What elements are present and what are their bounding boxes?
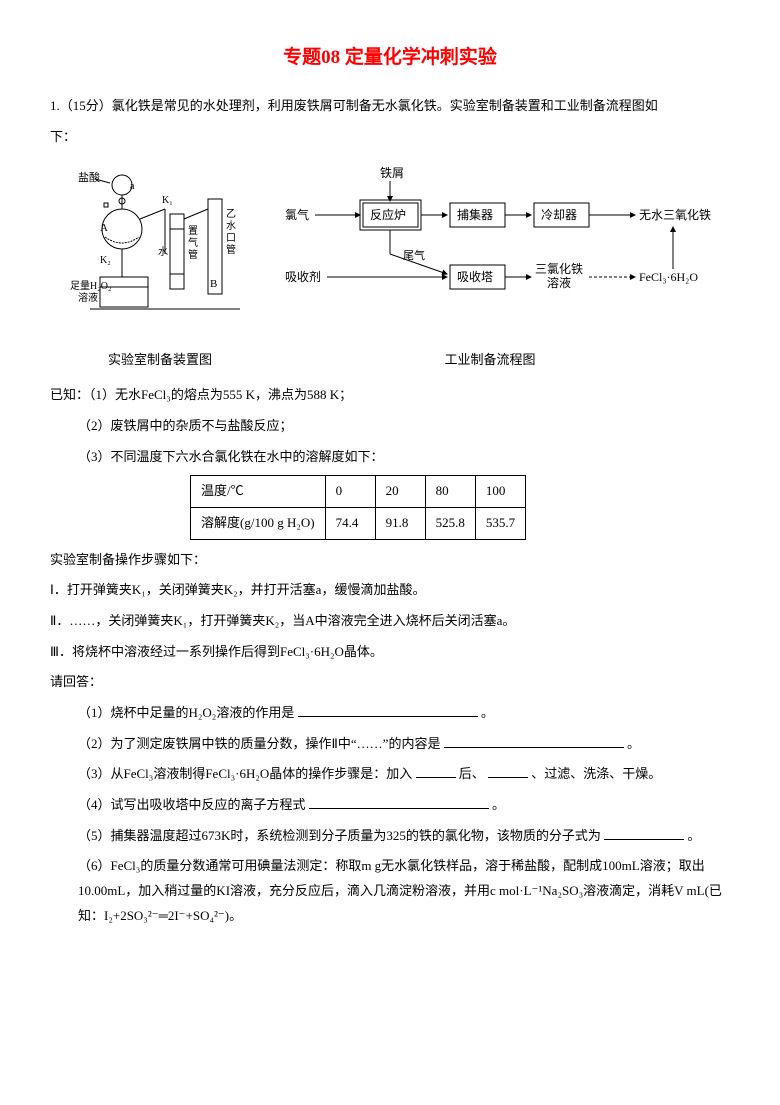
q3b-text: 后、 xyxy=(459,766,485,781)
sub-q3: （3）从FeCl₃溶液制得FeCl₃·6H₂O晶体的操作步骤是：加入 后、 、过… xyxy=(50,762,730,787)
table-cell: 74.4 xyxy=(325,507,375,539)
table-cell: 535.7 xyxy=(475,507,525,539)
wide-2: 水 xyxy=(226,220,236,232)
th-temp: 温度/℃ xyxy=(191,476,326,508)
blank-input[interactable] xyxy=(309,795,489,809)
q5b-text: 。 xyxy=(687,828,700,843)
fecl3-sol-2: 溶液 xyxy=(547,275,571,290)
known-2: （2）废铁屑中的杂质不与盐酸反应； xyxy=(50,414,730,439)
q3c-text: 、过滤、洗涤、干燥。 xyxy=(531,766,661,781)
cooler-label: 冷却器 xyxy=(541,208,577,222)
known-3: （3）不同温度下六水合氯化铁在水中的溶解度如下： xyxy=(50,445,730,470)
hcl-label: 盐酸 xyxy=(78,170,100,184)
solubility-table: 温度/℃ 0 20 80 100 溶解度(g/100 g H₂O) 74.4 9… xyxy=(190,475,526,539)
diagram-row: 盐酸 a A K₁ K₂ 足量H₂O₂ 溶液 置 气 管 水 乙 水 口 管 xyxy=(70,159,730,344)
blank-input[interactable] xyxy=(604,826,684,840)
fecl3-sol-1: 三氯化铁 xyxy=(535,262,583,276)
q1-text: （1）烧杯中足量的H₂O₂溶液的作用是 xyxy=(78,705,294,720)
a-label: a xyxy=(130,181,135,192)
flow-diagram: 铁屑 氯气 反应炉 捕集器 冷却器 无水三氧化铁 尾气 吸收剂 吸收塔 三氯化铁… xyxy=(270,159,730,344)
wide-4: 管 xyxy=(226,243,236,256)
beaker-label-2: 溶液 xyxy=(78,291,98,304)
absorber-label: 吸收塔 xyxy=(457,270,493,284)
page-title: 专题08 定量化学冲刺实验 xyxy=(50,40,730,76)
q1-tail: 。 xyxy=(481,705,494,720)
collector-label: 捕集器 xyxy=(457,207,493,222)
table-cell: 100 xyxy=(475,476,525,508)
table-cell: 525.8 xyxy=(425,507,475,539)
q5a-text: （5）捕集器温度超过673K时，系统检测到分子质量为325的铁的氯化物，该物质的… xyxy=(78,828,601,843)
q2-tail: 。 xyxy=(627,736,640,751)
known-1: 已知：（1）无水FeCl₃的熔点为555 K，沸点为588 K； xyxy=(50,383,730,408)
sub-q5: （5）捕集器温度超过673K时，系统检测到分子质量为325的铁的氯化物，该物质的… xyxy=(50,824,730,849)
dry-label-1: 置 xyxy=(188,225,198,237)
question-stem-1: 1.（15分）氯化铁是常见的水处理剂，利用废铁屑可制备无水氯化铁。实验室制备装置… xyxy=(50,94,730,119)
table-cell: 0 xyxy=(325,476,375,508)
dry-label-3: 管 xyxy=(188,248,198,261)
chlorine-label: 氯气 xyxy=(285,207,309,222)
blank-input[interactable] xyxy=(416,764,456,778)
flask-b-label: B xyxy=(210,278,217,290)
apparatus-caption: 实验室制备装置图 xyxy=(50,348,250,373)
ask-head: 请回答： xyxy=(50,670,730,695)
iron-scrap-label: 铁屑 xyxy=(380,166,404,180)
table-row: 温度/℃ 0 20 80 100 xyxy=(191,476,526,508)
table-cell: 20 xyxy=(375,476,425,508)
caption-row: 实验室制备装置图 工业制备流程图 xyxy=(50,348,730,373)
q4-text: （4）试写出吸收塔中反应的离子方程式 xyxy=(78,797,306,812)
reactor-label: 反应炉 xyxy=(370,207,406,222)
table-row: 溶解度(g/100 g H₂O) 74.4 91.8 525.8 535.7 xyxy=(191,507,526,539)
k2-label: K₂ xyxy=(100,255,111,266)
th-sol: 溶解度(g/100 g H₂O) xyxy=(191,507,326,539)
q4-tail: 。 xyxy=(492,797,505,812)
k1-label: K₁ xyxy=(162,195,173,206)
tail-gas-label: 尾气 xyxy=(403,248,425,262)
sub-q2: （2）为了测定废铁屑中铁的质量分数，操作Ⅱ中“……”的内容是 。 xyxy=(50,732,730,757)
question-stem-2: 下： xyxy=(50,125,730,150)
water-label: 水 xyxy=(158,246,168,258)
beaker-label-1: 足量H₂O₂ xyxy=(70,280,111,292)
flask-a-label: A xyxy=(100,222,108,234)
dry-label-2: 气 xyxy=(188,236,198,249)
blank-input[interactable] xyxy=(444,734,624,748)
q3a-text: （3）从FeCl₃溶液制得FeCl₃·6H₂O晶体的操作步骤是：加入 xyxy=(78,766,412,781)
wide-3: 口 xyxy=(226,233,236,244)
sub-q6: （6）FeCl₃的质量分数通常可用碘量法测定：称取m g无水氯化铁样品，溶于稀盐… xyxy=(50,854,730,928)
step-2: Ⅱ．……，关闭弹簧夹K₁，打开弹簧夹K₂，当A中溶液完全进入烧杯后关闭活塞a。 xyxy=(50,609,730,634)
apparatus-diagram: 盐酸 a A K₁ K₂ 足量H₂O₂ 溶液 置 气 管 水 乙 水 口 管 xyxy=(70,159,250,344)
wide-1: 乙 xyxy=(226,208,236,220)
absorbent-label: 吸收剂 xyxy=(285,269,321,284)
blank-input[interactable] xyxy=(298,703,478,717)
steps-head: 实验室制备操作步骤如下： xyxy=(50,548,730,573)
table-cell: 80 xyxy=(425,476,475,508)
crystal-label: FeCl₃·6H₂O xyxy=(639,270,698,284)
product-label: 无水三氧化铁 xyxy=(639,208,711,222)
step-1: Ⅰ．打开弹簧夹K₁，关闭弹簧夹K₂，并打开活塞a，缓慢滴加盐酸。 xyxy=(50,578,730,603)
blank-input[interactable] xyxy=(488,764,528,778)
sub-q1: （1）烧杯中足量的H₂O₂溶液的作用是 。 xyxy=(50,701,730,726)
table-cell: 91.8 xyxy=(375,507,425,539)
sub-q4: （4）试写出吸收塔中反应的离子方程式 。 xyxy=(50,793,730,818)
flow-caption: 工业制备流程图 xyxy=(250,348,730,373)
step-3: Ⅲ．将烧杯中溶液经过一系列操作后得到FeCl₃·6H₂O晶体。 xyxy=(50,640,730,665)
q2-text: （2）为了测定废铁屑中铁的质量分数，操作Ⅱ中“……”的内容是 xyxy=(78,736,440,751)
